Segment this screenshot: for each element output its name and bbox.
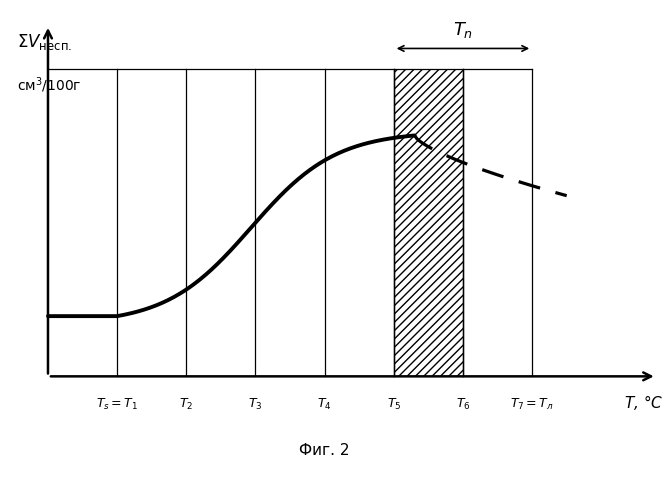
Text: $\Sigma V_{\mathrm{несп.}}$: $\Sigma V_{\mathrm{несп.}}$: [17, 32, 72, 52]
Text: $T_7=T_л$: $T_7=T_л$: [510, 396, 554, 411]
Text: $T_3$: $T_3$: [248, 396, 263, 411]
Bar: [394, 68, 463, 376]
Text: $T_6$: $T_6$: [456, 396, 470, 411]
Text: $T_4$: $T_4$: [318, 396, 332, 411]
Text: $T_n$: $T_n$: [453, 20, 473, 40]
Text: $T_2$: $T_2$: [179, 396, 194, 411]
Text: $T_s=T_1$: $T_s=T_1$: [96, 396, 138, 411]
Text: Фиг. 2: Фиг. 2: [299, 444, 350, 458]
Text: $T$, °C: $T$, °C: [624, 393, 663, 412]
Text: см$^3$/100г: см$^3$/100г: [17, 75, 82, 95]
Text: $T_5$: $T_5$: [387, 396, 401, 411]
